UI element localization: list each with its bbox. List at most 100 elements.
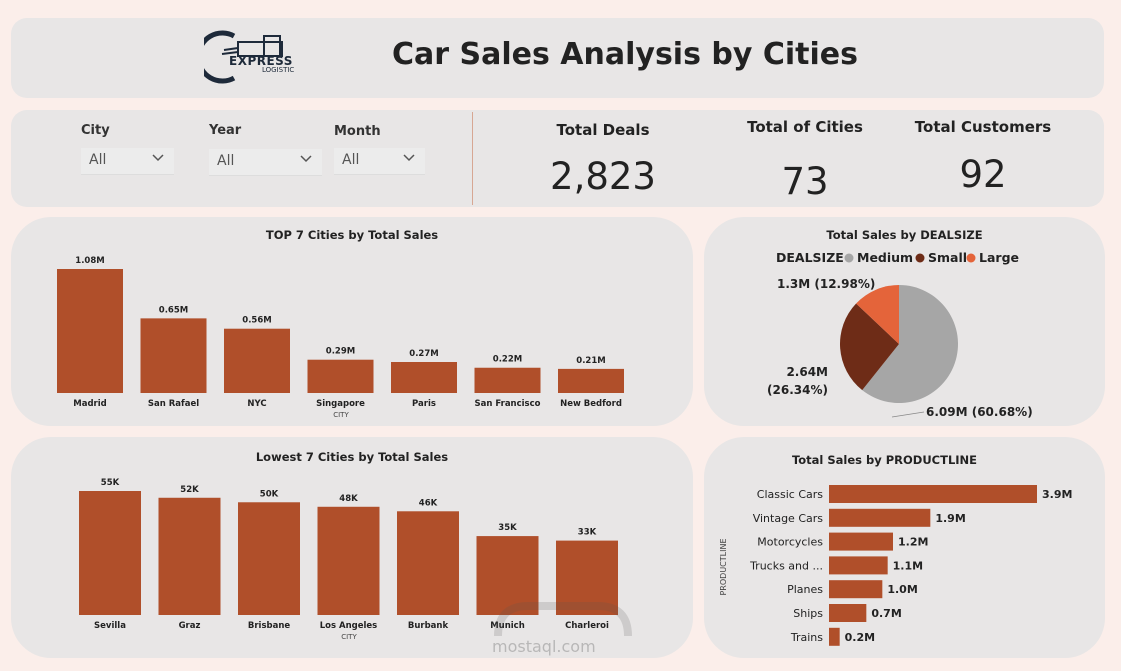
dealsize-legend-label-2: Large [979,250,1019,265]
year-filter-dropdown[interactable]: All [209,149,322,176]
lowest-cities-value-label-5: 35K [498,523,517,533]
productline-category-label-6: Trains [790,631,823,644]
lowest-cities-value-label-0: 55K [101,478,120,488]
top-cities-category-label-6: New Bedford [560,399,622,409]
top-cities-value-label-6: 0.21M [576,356,605,366]
logo-text: EXPRESS [229,54,293,68]
city-filter-dropdown[interactable]: All [81,148,174,175]
top-cities-category-label-1: San Rafael [148,399,199,409]
top-cities-bar-0 [57,269,123,393]
productline-y-axis-title: PRODUCTLINE [719,538,728,595]
lowest-cities-x-axis-title: CITY [341,633,357,641]
productline-value-label-1: 1.9M [935,512,965,525]
kpi-total-customers-value: 92 [959,153,1007,196]
top-cities-value-label-1: 0.65M [159,305,188,315]
month-filter-dropdown[interactable]: All [334,148,425,175]
kpi-total-cities-value: 73 [781,160,829,203]
lowest-cities-bar-4 [397,511,459,615]
month-filter-label: Month [334,124,381,139]
kpi-total-cities-label: Total of Cities [747,118,863,136]
lowest-cities-category-label-4: Burbank [408,621,449,631]
productline-category-label-4: Planes [787,583,823,596]
city-filter-label: City [81,123,110,138]
top-cities-category-label-3: Singapore [316,399,365,409]
productline-bar-5 [829,604,867,622]
top-cities-title: TOP 7 Cities by Total Sales [265,228,439,242]
top-cities-value-label-0: 1.08M [75,256,104,266]
lowest-cities-value-label-1: 52K [180,485,199,495]
city-filter-value: All [89,152,107,168]
productline-category-label-2: Motorcycles [757,536,823,549]
lowest-cities-bar-1 [158,497,221,615]
dealsize-leader-line-0 [891,411,925,418]
productline-value-label-5: 0.7M [871,607,901,620]
dealsize-data-label-1: 2.64M (26.34%) [767,365,828,397]
productline-category-label-0: Classic Cars [757,488,823,501]
lowest-cities-value-label-4: 46K [419,498,438,508]
lowest-cities-category-label-5: Munich [490,621,525,631]
lowest-cities-bar-3 [317,506,380,615]
lowest-cities-value-label-2: 50K [260,489,279,499]
productline-chart: Classic Cars 3.9M Vintage Cars 1.9M Motorcyc… [719,485,1072,646]
lowest-cities-category-label-1: Graz [179,621,201,631]
productline-bar-6 [829,627,840,646]
lowest-cities-title: Lowest 7 Cities by Total Sales [255,450,449,464]
kpi-total-deals-label: Total Deals [556,121,650,139]
year-filter-label: Year [209,123,242,138]
dealsize-legend-title: DEALSIZE [776,250,844,265]
productline-category-label-1: Vintage Cars [753,512,824,525]
lowest-cities-bar-6 [556,540,618,615]
chevron-down-icon [403,154,415,162]
top-cities-category-label-4: Paris [412,399,436,409]
year-filter-value: All [217,153,235,169]
panel-divider [472,112,473,205]
top-cities-value-label-4: 0.27M [409,349,438,359]
top-cities-bar-3 [307,359,374,393]
lowest-cities-chart: 55K Sevilla 52K Graz 50K Brisbane 48K Los Angel… [79,478,618,641]
dealsize-pie-chart: DEALSIZE Medium Small Large 6.09M (60.68%) 2.… [767,250,1033,419]
kpi-total-customers-label: Total Customers [914,118,1052,136]
title-panel [11,18,1104,98]
top-cities-value-label-3: 0.29M [326,347,355,357]
dealsize-legend-marker-0 [844,253,854,263]
productline-value-label-3: 1.1M [893,559,923,572]
dealsize-legend-marker-2 [966,253,976,263]
top-cities-bar-6 [558,368,624,393]
top-cities-value-label-5: 0.22M [493,355,522,365]
productline-bar-4 [829,580,883,599]
productline-bar-1 [829,508,931,527]
productline-category-label-5: Ships [793,607,823,620]
productline-category-label-3: Trucks and ... [749,559,823,572]
productline-bar-0 [829,485,1037,503]
page-title: Car Sales Analysis by Cities [392,37,858,72]
dealsize-legend-label-1: Small [928,250,967,265]
productline-value-label-4: 1.0M [887,583,917,596]
dealsize-slice-0 [862,285,958,403]
productline-title: Total Sales by PRODUCTLINE [791,453,978,467]
top-cities-value-label-2: 0.56M [242,316,271,326]
dealsize-slice-1 [840,303,899,391]
top-cities-chart: 1.08M Madrid 0.65M San Rafael 0.56M NYC 0.29M S… [57,256,624,419]
productline-bar-2 [829,532,893,551]
logo-subtext: LOGISTIC [262,66,295,74]
dealsize-data-label-0: 6.09M (60.68%) [926,405,1033,419]
top-cities-category-label-2: NYC [247,399,266,409]
company-logo [204,30,283,84]
lowest-cities-bar-5 [476,536,539,615]
productline-value-label-2: 1.2M [898,536,928,549]
month-filter-value: All [342,152,360,168]
dealsize-slice-2 [856,285,899,344]
dealsize-data-label-2: 1.3M (12.98%) [777,277,875,291]
watermark-text: mostaql.com [492,637,596,656]
top-cities-category-label-5: San Francisco [475,399,541,409]
productline-value-label-6: 0.2M [845,631,875,644]
top-cities-x-axis-title: CITY [333,411,349,419]
lowest-cities-category-label-3: Los Angeles [320,621,378,631]
chevron-down-icon [300,155,312,163]
productline-bar-3 [829,556,888,575]
lowest-cities-category-label-2: Brisbane [248,621,291,631]
lowest-cities-category-label-6: Charleroi [565,621,609,631]
productline-value-label-0: 3.9M [1042,488,1072,501]
filter-kpi-panel [11,110,1104,207]
dealsize-legend-label-0: Medium [857,250,913,265]
